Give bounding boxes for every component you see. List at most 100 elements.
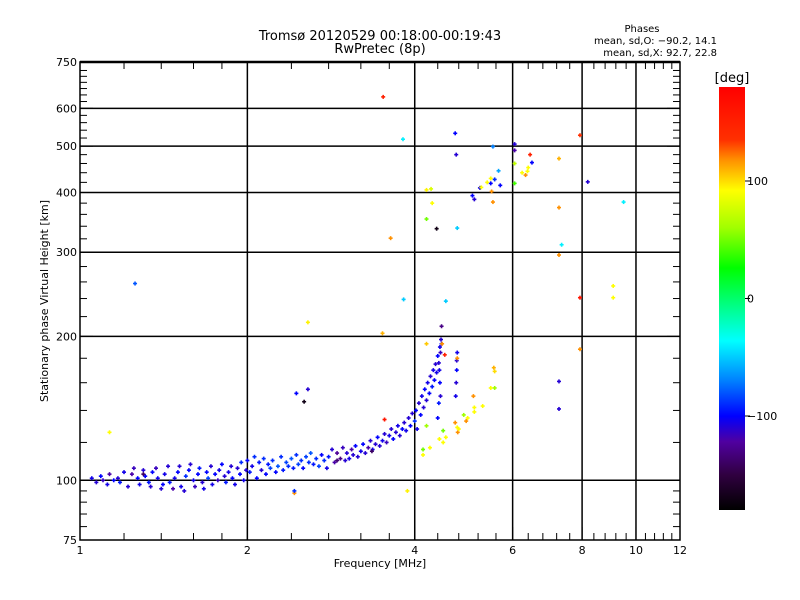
data-point: [343, 458, 348, 463]
data-point: [238, 472, 243, 477]
data-point: [485, 180, 490, 185]
data-point: [421, 405, 426, 410]
data-point: [410, 411, 415, 416]
data-point: [94, 480, 99, 485]
data-point: [122, 470, 127, 475]
data-point: [455, 350, 460, 355]
y-tick-label: 300: [56, 246, 77, 259]
data-point: [296, 462, 301, 467]
data-point: [432, 378, 437, 383]
colorbar-tick-label: −100: [747, 410, 777, 423]
data-point: [419, 394, 424, 399]
data-point: [430, 201, 435, 206]
data-point: [585, 179, 590, 184]
data-point: [223, 480, 228, 485]
data-point: [577, 133, 582, 138]
data-point: [387, 433, 392, 438]
data-point: [279, 454, 284, 459]
colorbar-label: [deg]: [715, 71, 750, 86]
data-point: [335, 451, 340, 456]
data-point: [319, 452, 324, 457]
phases-o-mode: mean, sd,O: −90.2, 14.1: [594, 36, 717, 47]
data-point: [400, 427, 405, 432]
data-point: [210, 482, 215, 487]
data-point: [117, 480, 122, 485]
data-point: [107, 430, 112, 435]
data-point: [186, 468, 191, 473]
data-point: [292, 488, 297, 493]
data-point: [471, 394, 476, 399]
y-tick-label: 100: [56, 474, 77, 487]
data-point: [162, 472, 167, 477]
data-point: [611, 283, 616, 288]
data-point: [424, 341, 429, 346]
data-point: [424, 398, 429, 403]
data-point: [137, 482, 142, 487]
x-tick-label: 8: [579, 544, 586, 557]
data-point: [305, 320, 310, 325]
data-point: [397, 433, 402, 438]
data-point: [496, 168, 501, 173]
data-point: [191, 478, 196, 483]
data-point: [241, 478, 246, 483]
data-point: [472, 405, 477, 410]
data-point: [166, 464, 171, 469]
data-point: [306, 460, 311, 465]
data-point: [299, 458, 304, 463]
data-point: [488, 181, 493, 186]
data-point: [98, 474, 103, 479]
data-point: [380, 438, 385, 443]
data-point: [192, 484, 197, 489]
data-point: [268, 466, 273, 471]
data-point: [252, 454, 257, 459]
data-point: [232, 482, 237, 487]
data-point: [443, 435, 448, 440]
data-point: [105, 482, 110, 487]
data-point: [439, 337, 444, 342]
y-tick-label: 600: [56, 102, 77, 115]
data-point: [621, 200, 626, 205]
data-point: [239, 460, 244, 465]
data-point: [437, 345, 442, 350]
data-point: [436, 360, 441, 365]
data-point: [413, 408, 418, 413]
data-point: [437, 380, 442, 385]
data-point: [437, 436, 442, 441]
data-point: [373, 442, 378, 447]
data-point: [353, 443, 358, 448]
data-point: [441, 440, 446, 445]
data-point: [195, 472, 200, 477]
data-point: [490, 144, 495, 149]
data-point: [340, 445, 345, 450]
data-point: [490, 200, 495, 205]
data-point: [294, 391, 299, 396]
data-point: [179, 484, 184, 489]
x-tick-label: 6: [509, 544, 516, 557]
data-point: [512, 161, 517, 166]
data-point: [453, 394, 458, 399]
data-point: [335, 458, 340, 463]
data-point: [351, 452, 356, 457]
colorbar-tick-label: 100: [747, 175, 768, 188]
data-point: [556, 253, 561, 258]
data-point: [254, 476, 259, 481]
data-point: [488, 385, 493, 390]
data-point: [523, 173, 528, 178]
data-point: [498, 183, 503, 188]
data-point: [465, 415, 470, 420]
data-point: [480, 404, 485, 409]
x-tick-label: 2: [244, 544, 251, 557]
data-point: [454, 380, 459, 385]
data-point: [380, 331, 385, 336]
data-point: [512, 142, 517, 147]
data-point: [369, 449, 374, 454]
data-point: [377, 443, 382, 448]
data-point: [556, 379, 561, 384]
data-point: [435, 415, 440, 420]
data-point: [400, 137, 405, 142]
data-point: [302, 399, 307, 404]
y-axis-label: Stationary phase Virtual Height [km]: [38, 200, 51, 402]
data-point: [435, 353, 440, 358]
data-point: [159, 486, 164, 491]
